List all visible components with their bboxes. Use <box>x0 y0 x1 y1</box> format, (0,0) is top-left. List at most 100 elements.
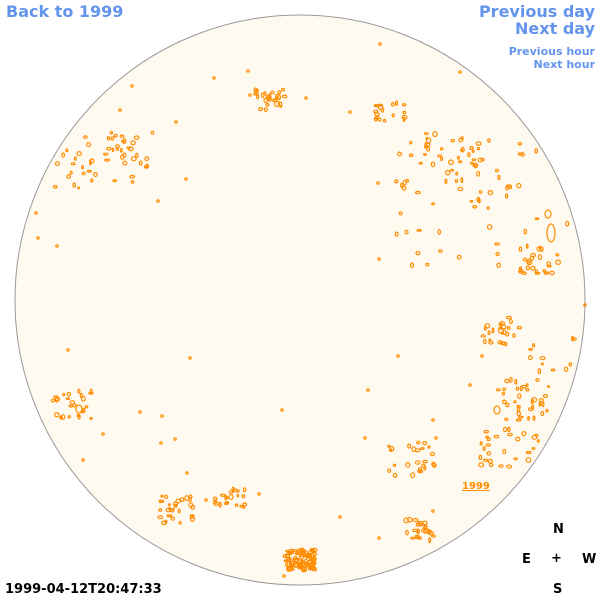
contour-mark <box>431 509 435 513</box>
contour-mark <box>393 179 399 184</box>
contour-mark <box>419 447 425 450</box>
contour-mark <box>392 472 398 478</box>
contour-mark <box>422 520 428 526</box>
contour-mark <box>81 458 85 462</box>
contour-mark <box>402 116 406 123</box>
contour-mark <box>550 368 556 372</box>
contour-mark <box>88 160 92 166</box>
contour-mark <box>135 152 139 159</box>
contour-mark <box>409 153 414 158</box>
contour-mark <box>66 348 70 352</box>
contour-mark <box>426 529 432 535</box>
contour-mark <box>363 436 367 440</box>
contour-mark <box>77 414 81 420</box>
active-region-link[interactable]: 1999 <box>462 481 490 492</box>
next-hour-link[interactable]: Next hour <box>533 58 596 71</box>
contour-mark <box>288 561 293 566</box>
contour-mark <box>467 152 471 158</box>
contour-mark <box>175 498 182 504</box>
contour-mark <box>169 508 175 513</box>
contour-mark <box>501 391 506 396</box>
back-to-year-link[interactable]: Back to 1999 <box>6 2 124 21</box>
previous-day-link[interactable]: Previous day <box>478 2 595 21</box>
previous-hour-link[interactable]: Previous hour <box>508 45 595 58</box>
contour-mark <box>476 146 481 151</box>
contour-mark <box>102 152 109 156</box>
contour-mark <box>416 440 421 445</box>
contour-mark <box>407 516 413 523</box>
contour-mark <box>34 211 38 215</box>
contour-mark <box>130 140 136 146</box>
contour-mark <box>272 98 278 102</box>
contour-mark <box>546 264 552 268</box>
contour-mark <box>516 182 522 189</box>
contour-mark <box>502 387 507 392</box>
contour-mark <box>512 333 516 338</box>
contour-mark <box>506 326 511 331</box>
contour-mark <box>373 109 379 114</box>
contour-mark <box>505 193 509 199</box>
contour-mark <box>479 441 483 446</box>
contour-mark <box>291 567 295 571</box>
contour-mark <box>69 170 73 175</box>
contour-mark <box>411 446 417 453</box>
contour-mark <box>498 464 504 468</box>
contour-mark <box>279 104 283 108</box>
contour-mark <box>280 87 286 92</box>
contour-mark <box>571 337 577 341</box>
contour-mark <box>159 441 163 445</box>
contour-mark <box>296 548 303 555</box>
contour-mark <box>282 574 286 578</box>
contour-mark <box>516 410 522 417</box>
contour-mark <box>517 415 524 419</box>
contour-mark <box>377 536 381 540</box>
contour-mark <box>487 138 491 143</box>
contour-mark <box>418 161 423 165</box>
contour-mark <box>109 130 114 135</box>
contour-mark <box>246 69 250 73</box>
contour-mark <box>366 388 370 392</box>
contour-mark <box>348 110 352 114</box>
next-day-link[interactable]: Next day <box>515 19 595 38</box>
contour-mark <box>549 270 555 276</box>
contour-mark <box>525 457 532 464</box>
contour-mark <box>304 96 308 100</box>
contour-mark <box>478 190 483 194</box>
contour-mark <box>138 410 142 414</box>
contour-mark <box>396 354 400 358</box>
contour-mark <box>534 217 540 221</box>
contour-mark <box>255 88 260 93</box>
contour-mark <box>188 502 194 508</box>
contour-mark <box>545 408 549 413</box>
contour-mark <box>448 159 454 166</box>
contour-mark <box>306 552 310 557</box>
contour-mark <box>70 162 76 166</box>
contour-mark <box>165 507 172 513</box>
contour-mark <box>522 257 528 262</box>
contour-mark <box>144 156 150 162</box>
contour-mark <box>60 414 66 420</box>
contour-mark <box>538 398 545 403</box>
contour-mark <box>65 397 71 401</box>
observation-timestamp: 1999-04-12T20:47:33 <box>5 582 162 597</box>
contour-mark <box>499 321 506 326</box>
contour-mark <box>204 498 208 502</box>
contour-mark <box>431 534 436 538</box>
contour-mark <box>429 451 435 457</box>
contour-mark <box>571 335 574 342</box>
contour-mark <box>54 412 60 418</box>
contour-mark <box>509 376 513 383</box>
contour-mark <box>486 206 490 210</box>
contour-mark <box>277 94 281 101</box>
contour-mark <box>310 548 316 553</box>
contour-mark <box>531 434 538 440</box>
contour-mark <box>536 246 542 252</box>
contour-mark <box>530 252 536 258</box>
contour-mark <box>89 417 93 421</box>
contour-mark <box>431 461 436 467</box>
contour-mark <box>504 378 510 384</box>
contour-mark <box>252 92 259 96</box>
contour-mark <box>539 356 546 361</box>
contour-mark <box>415 190 421 195</box>
contour-mark <box>486 451 492 456</box>
